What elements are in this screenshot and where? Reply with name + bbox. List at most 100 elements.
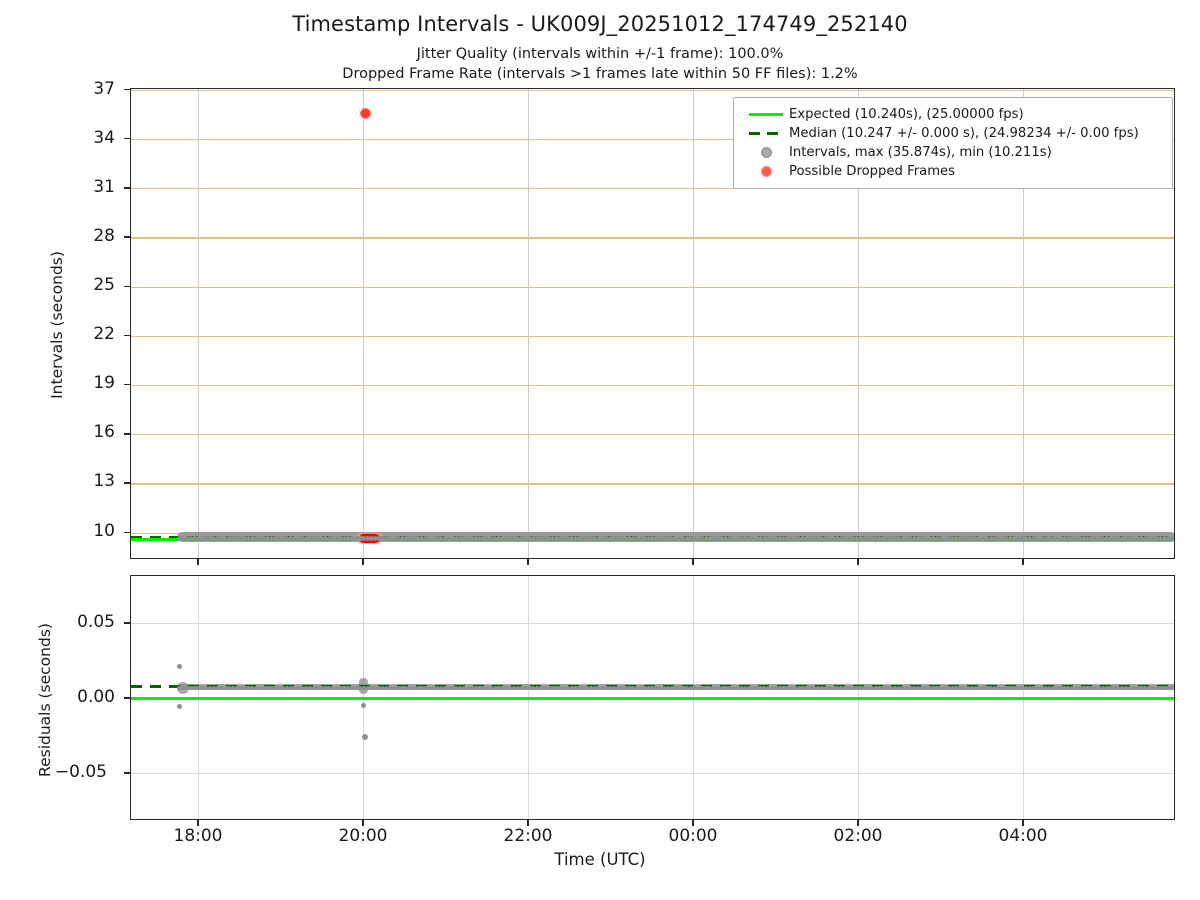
interval-point bbox=[345, 535, 352, 541]
residual-point bbox=[842, 685, 848, 691]
xtick-res-0400 bbox=[1022, 820, 1024, 826]
interval-point bbox=[465, 535, 471, 541]
interval-point bbox=[245, 535, 251, 541]
chart-legend: Expected (10.240s), (25.00000 fps) Media… bbox=[733, 97, 1173, 189]
interval-point bbox=[515, 535, 521, 541]
residual-point bbox=[280, 685, 286, 691]
residual-point bbox=[765, 685, 771, 691]
residual-point bbox=[1154, 685, 1159, 691]
residual-point bbox=[292, 685, 297, 691]
residual-point bbox=[523, 685, 528, 691]
residual-point bbox=[538, 685, 544, 691]
residual-point bbox=[777, 685, 782, 691]
residual-point bbox=[184, 685, 190, 691]
ytick-label-top-5: 22 bbox=[93, 324, 115, 344]
residual-outlier-mid bbox=[361, 703, 366, 708]
interval-point bbox=[823, 535, 829, 541]
interval-point bbox=[911, 535, 917, 541]
expected-line-residuals bbox=[131, 696, 1174, 700]
residual-point bbox=[919, 685, 925, 691]
residual-point bbox=[769, 685, 775, 691]
interval-point bbox=[811, 535, 817, 541]
ytick-top-16 bbox=[124, 433, 130, 435]
residual-point bbox=[569, 685, 574, 691]
interval-point bbox=[711, 535, 717, 541]
interval-point bbox=[861, 535, 867, 541]
residual-point bbox=[246, 685, 251, 691]
residual-point bbox=[939, 685, 944, 691]
residual-point bbox=[992, 685, 998, 691]
interval-point bbox=[965, 535, 971, 541]
interval-point bbox=[530, 535, 536, 541]
interval-point bbox=[315, 535, 321, 541]
residual-point bbox=[361, 685, 367, 691]
interval-point bbox=[426, 535, 432, 541]
residual-outlier-high bbox=[177, 664, 182, 669]
interval-point bbox=[449, 535, 455, 541]
interval-point bbox=[191, 535, 198, 541]
interval-point bbox=[961, 535, 967, 541]
xtick-res-2200 bbox=[527, 820, 529, 826]
interval-point bbox=[954, 535, 960, 541]
residual-point bbox=[377, 685, 382, 691]
interval-point bbox=[353, 535, 359, 541]
residual-point bbox=[196, 685, 201, 691]
residual-point bbox=[1073, 685, 1079, 691]
residual-point bbox=[215, 685, 220, 691]
ytick-top-31 bbox=[124, 187, 130, 189]
residual-point bbox=[176, 685, 182, 691]
interval-point bbox=[268, 535, 275, 541]
residual-point bbox=[981, 685, 986, 691]
interval-point bbox=[184, 535, 190, 541]
residuals-plot-area bbox=[130, 575, 1175, 820]
residual-point bbox=[334, 685, 340, 691]
residual-point bbox=[923, 685, 928, 691]
interval-point bbox=[476, 535, 482, 541]
interval-point bbox=[1127, 535, 1133, 541]
interval-point bbox=[692, 535, 698, 541]
interval-point bbox=[703, 535, 710, 541]
interval-point bbox=[503, 535, 509, 541]
interval-point bbox=[307, 535, 313, 541]
interval-point bbox=[761, 535, 767, 541]
interval-point bbox=[1054, 535, 1060, 541]
interval-point bbox=[873, 535, 879, 541]
interval-point bbox=[611, 535, 617, 541]
interval-point bbox=[580, 535, 586, 541]
interval-point bbox=[1096, 535, 1102, 541]
residual-point bbox=[935, 685, 940, 691]
residual-point bbox=[226, 685, 232, 691]
residual-point bbox=[746, 685, 751, 691]
interval-point bbox=[942, 535, 948, 541]
residual-point bbox=[346, 685, 351, 691]
interval-point bbox=[380, 535, 386, 541]
interval-point bbox=[484, 535, 490, 541]
interval-point bbox=[226, 535, 232, 541]
residual-point bbox=[885, 685, 890, 691]
interval-point bbox=[707, 535, 713, 541]
legend-marker-intervals-dot bbox=[743, 143, 789, 162]
residual-point bbox=[831, 685, 836, 691]
interval-point bbox=[480, 535, 486, 541]
interval-point bbox=[1004, 535, 1010, 541]
interval-point bbox=[792, 535, 798, 541]
interval-point bbox=[1138, 535, 1144, 541]
residual-point bbox=[192, 685, 197, 691]
residual-point bbox=[611, 685, 617, 691]
interval-point bbox=[534, 535, 540, 541]
xtick-label-0: 18:00 bbox=[173, 826, 223, 846]
interval-point bbox=[946, 535, 952, 541]
residual-point bbox=[1143, 685, 1148, 691]
ytick-top-22 bbox=[124, 334, 130, 337]
ytick-label-top-4: 25 bbox=[93, 275, 115, 295]
residual-point bbox=[496, 685, 501, 691]
interval-point bbox=[1077, 535, 1083, 541]
interval-point bbox=[846, 535, 852, 541]
interval-point bbox=[457, 535, 463, 541]
gridline-x-0000 bbox=[693, 89, 695, 558]
residual-point bbox=[854, 685, 859, 691]
chart-subtitle-dropped: Dropped Frame Rate (intervals >1 frames … bbox=[342, 66, 858, 82]
interval-point bbox=[800, 535, 806, 541]
residual-point bbox=[234, 685, 240, 691]
ytick-top-28 bbox=[124, 236, 130, 238]
